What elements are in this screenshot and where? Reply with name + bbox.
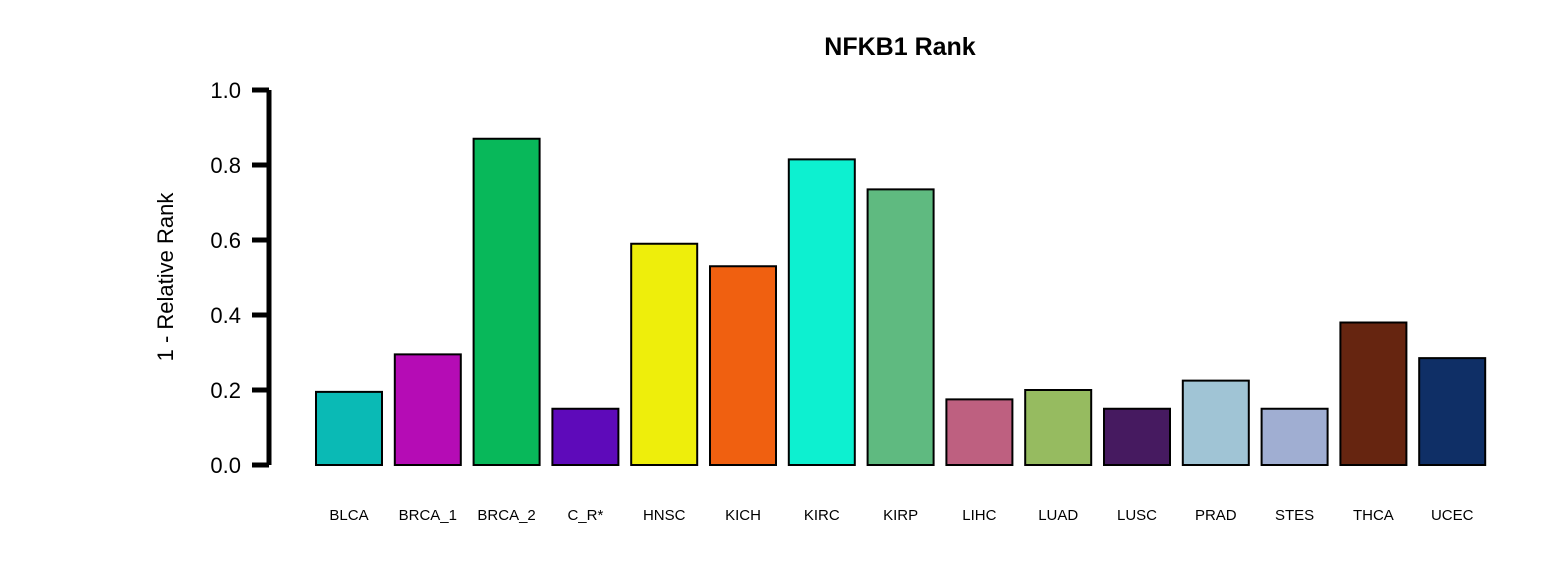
x-tick-label: BRCA_2 xyxy=(477,507,535,524)
bar-lihc xyxy=(945,398,1014,466)
bar-thca xyxy=(1339,321,1408,466)
bar-prad xyxy=(1181,379,1250,466)
bar-ucec xyxy=(1418,357,1487,466)
bar-luad xyxy=(1024,389,1093,466)
x-tick-label: HNSC xyxy=(643,507,686,524)
x-tick-labels: BLCA BRCA_1 BRCA_2 C_R* HNSC KICH KIRC KIRP LIHC… xyxy=(329,507,1473,524)
x-tick-label: LIHC xyxy=(962,507,996,524)
bar-lusc xyxy=(1103,407,1171,466)
x-tick-label: KIRP xyxy=(883,507,918,524)
x-tick-label: KIRC xyxy=(804,507,840,524)
bars xyxy=(315,137,1487,466)
y-axis: 0.0 0.2 0.4 0.6 0.8 1.0 xyxy=(210,78,272,478)
x-tick-label: UCEC xyxy=(1431,507,1474,524)
bar-kich xyxy=(709,265,777,466)
x-tick-label: BLCA xyxy=(329,507,368,524)
y-tick-label: 0.2 xyxy=(210,378,241,403)
bar-hnsc xyxy=(630,242,699,466)
y-tick-label: 0.4 xyxy=(210,303,241,328)
chart-title: NFKB1 Rank xyxy=(824,33,976,61)
x-tick-label: STES xyxy=(1275,507,1314,524)
x-tick-label: LUSC xyxy=(1117,507,1157,524)
bar-brca-2 xyxy=(472,137,541,466)
y-tick-label: 0.8 xyxy=(210,153,241,178)
bar-kirp xyxy=(866,188,935,466)
x-tick-label: BRCA_1 xyxy=(399,507,457,524)
bar-blca xyxy=(315,390,383,466)
bar-c-r xyxy=(551,407,620,466)
y-tick-label: 0.6 xyxy=(210,228,241,253)
y-tick-label: 0.0 xyxy=(210,453,241,478)
bar-kirc xyxy=(787,158,856,466)
bar-stes xyxy=(1260,407,1329,466)
y-tick-label: 1.0 xyxy=(210,78,241,103)
x-tick-label: THCA xyxy=(1353,507,1394,524)
bar-brca-1 xyxy=(393,353,462,466)
x-tick-label: PRAD xyxy=(1195,507,1237,524)
x-tick-label: C_R* xyxy=(567,507,603,524)
x-tick-label: LUAD xyxy=(1038,507,1078,524)
x-tick-label: KICH xyxy=(725,507,761,524)
y-axis-label: 1 - Relative Rank xyxy=(153,192,178,362)
